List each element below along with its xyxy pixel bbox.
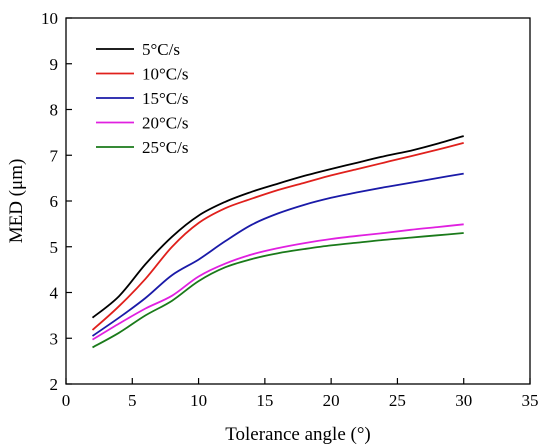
legend-label-3: 15°C/s	[142, 89, 188, 108]
series-line-2	[91, 142, 464, 331]
x-tick-label: 20	[323, 391, 340, 410]
series-line-1	[91, 135, 464, 319]
x-tick-label: 25	[389, 391, 406, 410]
series-line-5	[92, 232, 464, 349]
x-tick-label: 35	[522, 391, 539, 410]
legend: 5°C/s 10°C/s 15°C/s 20°C/s 25°C/s	[96, 40, 188, 157]
y-tick-label: 5	[50, 238, 59, 257]
plot-border	[65, 17, 531, 385]
legend-label-4: 20°C/s	[142, 114, 188, 133]
series-line-4	[92, 223, 464, 341]
x-axis-title: Tolerance angle (°)	[225, 424, 371, 445]
series-layer	[91, 135, 464, 349]
series-line-3	[91, 172, 464, 337]
y-tick-label: 7	[50, 146, 59, 165]
legend-label-5: 25°C/s	[142, 138, 188, 157]
legend-label-1: 5°C/s	[142, 40, 180, 59]
y-tick-label: 6	[50, 192, 59, 211]
x-tick-label: 10	[190, 391, 207, 410]
legend-label-2: 10°C/s	[142, 65, 188, 84]
y-axis-title: MED (μm)	[6, 159, 27, 244]
y-tick-label: 10	[41, 9, 58, 28]
x-tick-label: 0	[62, 391, 71, 410]
axes-layer: 0 5 10 15 20 25 30 35 2 3 4 5 6 7 8 9 10	[41, 9, 539, 410]
plot-area	[65, 17, 531, 385]
y-tick-label: 9	[50, 55, 59, 74]
y-tick-label: 8	[50, 101, 59, 120]
y-tick-label: 3	[50, 329, 59, 348]
y-tick-label: 2	[50, 375, 59, 394]
x-tick-label: 15	[256, 391, 273, 410]
x-tick-label: 30	[455, 391, 472, 410]
y-tick-label: 4	[50, 284, 59, 303]
x-tick-label: 5	[128, 391, 137, 410]
